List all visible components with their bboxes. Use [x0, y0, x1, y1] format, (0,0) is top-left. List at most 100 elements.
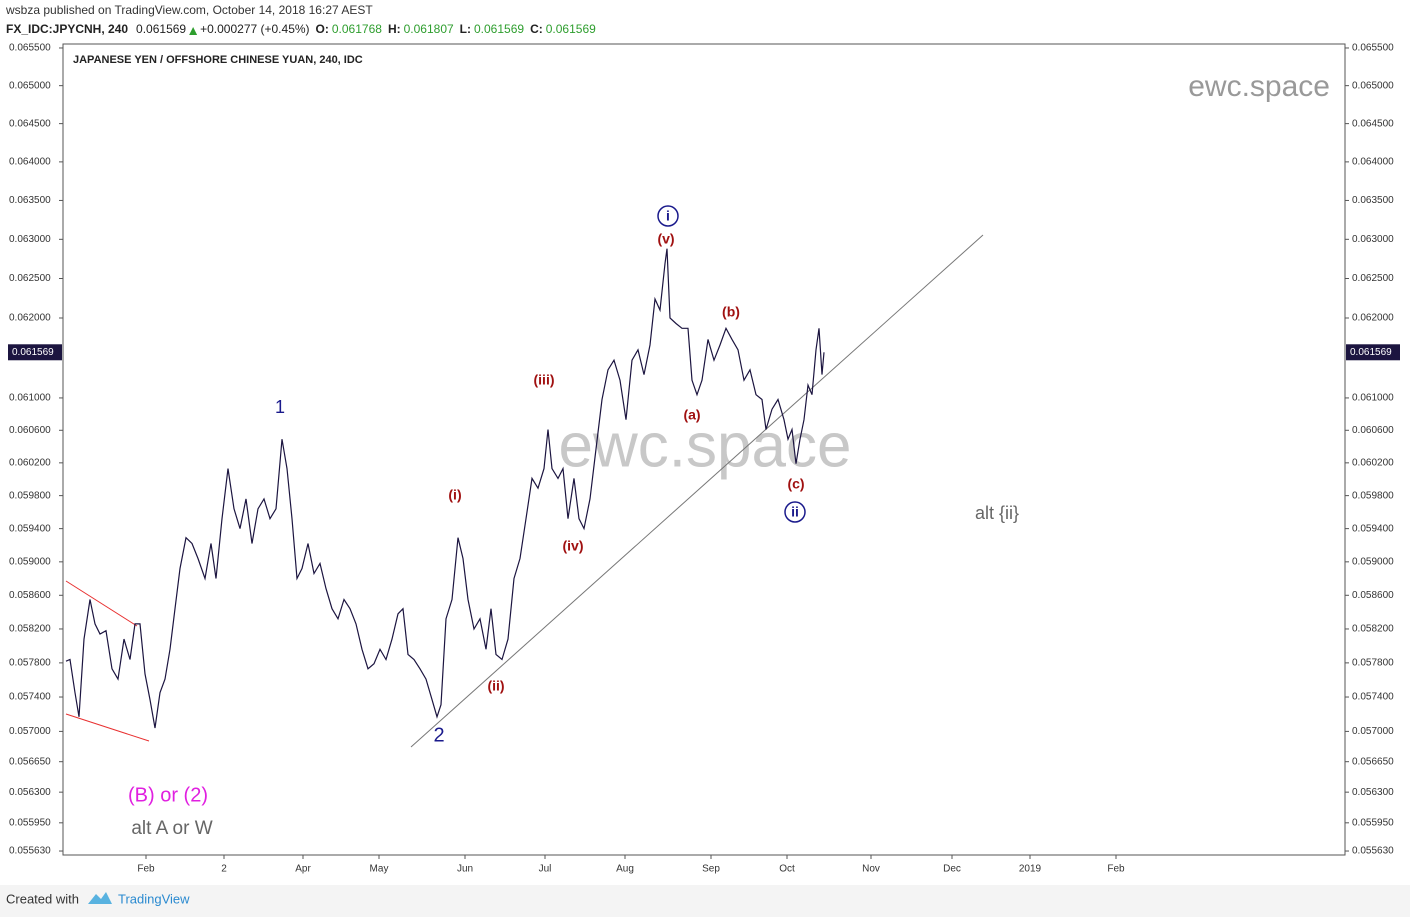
wave-label: i	[666, 208, 670, 224]
x-tick-label: 2	[221, 864, 227, 875]
y-tick-label: 0.064500	[1352, 118, 1394, 129]
y-tick-label: 0.061000	[9, 393, 51, 404]
wave-label: (B) or (2)	[128, 784, 208, 806]
y-tick-label: 0.059800	[1352, 490, 1394, 501]
y-tick-label: 0.055630	[1352, 846, 1394, 857]
y-tick-label: 0.063500	[9, 195, 51, 206]
header-value: H:	[388, 22, 401, 36]
y-tick-label: 0.056650	[1352, 756, 1394, 767]
y-tick-label: 0.058600	[1352, 590, 1394, 601]
y-tick-label: 0.059000	[9, 556, 51, 567]
y-tick-label: 0.055950	[1352, 817, 1394, 828]
y-tick-label: 0.055630	[9, 846, 51, 857]
y-tick-label: 0.058200	[1352, 624, 1394, 635]
wave-label: (a)	[683, 407, 700, 423]
y-tick-label: 0.059400	[9, 523, 51, 534]
y-tick-label: 0.059000	[1352, 556, 1394, 567]
x-tick-label: Dec	[943, 864, 961, 875]
y-tick-label: 0.060600	[1352, 425, 1394, 436]
header-value: O:	[316, 22, 329, 36]
y-tick-label: 0.064000	[1352, 157, 1394, 168]
y-tick-label: 0.065000	[9, 80, 51, 91]
x-tick-label: Jul	[539, 864, 552, 875]
x-tick-label: Feb	[1107, 864, 1125, 875]
footer-text: Created with	[6, 891, 79, 906]
wave-label: 1	[275, 397, 285, 417]
publish-info: wsbza published on TradingView.com, Octo…	[5, 3, 373, 17]
y-tick-label: 0.064000	[9, 157, 51, 168]
logo	[88, 892, 112, 904]
wave-label: (b)	[722, 304, 740, 320]
wave-label: (i)	[448, 487, 461, 503]
wave-label: ii	[791, 504, 799, 520]
y-tick-label: 0.065500	[9, 43, 51, 54]
y-tick-label: 0.062000	[9, 313, 51, 324]
y-tick-label: 0.062500	[9, 273, 51, 284]
y-tick-label: 0.061000	[1352, 393, 1394, 404]
plot-frame	[62, 43, 1346, 856]
y-tick-label: 0.056300	[9, 787, 51, 798]
wave-label: (ii)	[487, 678, 504, 694]
header-value: C:	[530, 22, 543, 36]
x-tick-label: Apr	[295, 864, 311, 875]
x-tick-label: Sep	[702, 864, 720, 875]
last-price-box	[8, 344, 62, 361]
chart-title: JAPANESE YEN / OFFSHORE CHINESE YUAN, 24…	[73, 54, 363, 66]
y-tick-label: 0.059400	[1352, 523, 1394, 534]
trend-line	[410, 234, 984, 748]
y-tick-label: 0.056300	[1352, 787, 1394, 798]
y-tick-label: 0.065500	[1352, 43, 1394, 54]
y-tick-label: 0.063500	[1352, 195, 1394, 206]
y-tick-label: 0.055950	[9, 817, 51, 828]
last-price-box	[1346, 344, 1400, 361]
wedge-line	[65, 713, 150, 742]
watermark: ewc.space	[1188, 70, 1330, 103]
header-value: 0.061768	[332, 22, 382, 36]
last-price-label: 0.061569	[12, 347, 54, 358]
header-value: 0.061569	[546, 22, 596, 36]
wave-label: alt A or W	[131, 818, 212, 839]
last-price-label: 0.061569	[1350, 347, 1392, 358]
y-tick-label: 0.060200	[1352, 457, 1394, 468]
y-tick-label: 0.064500	[9, 118, 51, 129]
price-line	[65, 248, 825, 729]
y-tick-label: 0.062000	[1352, 313, 1394, 324]
header-value: L:	[460, 22, 471, 36]
x-tick-label: Feb	[137, 864, 155, 875]
wave-circle	[784, 501, 806, 523]
symbol: FX_IDC:JPYCNH, 240	[6, 22, 128, 36]
y-tick-label: 0.058200	[9, 624, 51, 635]
y-tick-label: 0.057800	[1352, 658, 1394, 669]
footer-bar	[0, 885, 1410, 917]
wave-label: (iii)	[534, 372, 555, 388]
footer-brand[interactable]: TradingView	[118, 891, 190, 906]
y-tick-label: 0.058600	[9, 590, 51, 601]
y-tick-label: 0.057800	[9, 658, 51, 669]
header-value: +0.000277 (+0.45%)	[200, 22, 309, 36]
y-tick-label: 0.059800	[9, 490, 51, 501]
wave-label: (v)	[657, 231, 674, 247]
y-tick-label: 0.062500	[1352, 273, 1394, 284]
y-tick-label: 0.057400	[9, 692, 51, 703]
y-tick-label: 0.057000	[1352, 726, 1394, 737]
y-tick-label: 0.057000	[9, 726, 51, 737]
up-arrow	[189, 27, 198, 35]
y-tick-label: 0.060600	[9, 425, 51, 436]
x-tick-label: Oct	[779, 864, 795, 875]
watermark: ewc.space	[559, 411, 852, 480]
header-value: 0.061569	[474, 22, 524, 36]
y-tick-label: 0.056650	[9, 756, 51, 767]
wave-label: 2	[433, 724, 444, 746]
x-tick-label: 2019	[1019, 864, 1042, 875]
x-tick-label: Jun	[457, 864, 473, 875]
wave-label: (c)	[787, 476, 804, 492]
y-tick-label: 0.060200	[9, 457, 51, 468]
header-value: 0.061807	[404, 22, 454, 36]
x-tick-label: Nov	[862, 864, 880, 875]
y-tick-label: 0.065000	[1352, 80, 1394, 91]
wave-label: alt {ii}	[975, 503, 1019, 523]
wave-circle	[657, 205, 679, 227]
y-tick-label: 0.063000	[1352, 234, 1394, 245]
x-tick-label: May	[370, 864, 389, 875]
